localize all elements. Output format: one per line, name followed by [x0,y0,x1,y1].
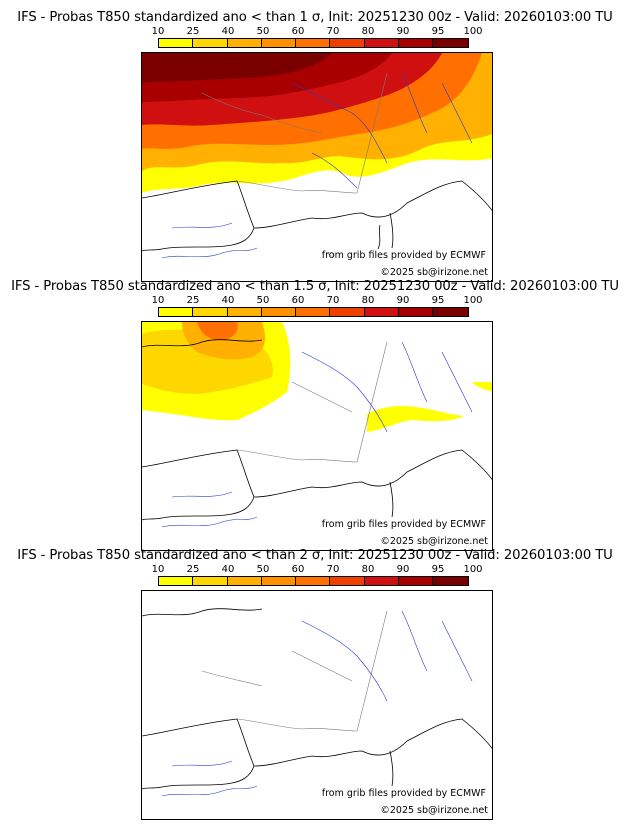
map-panel-3: IFS - Probas T850 standardized ano < tha… [0,548,630,820]
colorbar-swatch [261,577,297,585]
probability-shading [142,322,492,432]
copyright-text: ©2025 sb@irizone.net [380,805,488,816]
colorbar-tick: 90 [396,295,410,306]
source-credit: from grib files provided by ECMWF [321,519,486,530]
borders [201,610,388,732]
panel-title: IFS - Probas T850 standardized ano < tha… [17,548,613,563]
colorbar-tick: 60 [291,295,305,306]
colorbar-tick: 100 [463,295,483,306]
colorbar-swatch [399,39,434,47]
colorbar-labels: 10 25 40 50 60 70 80 90 95 100 [152,564,483,576]
colorbar-tick: 100 [463,564,483,575]
colorbar-swatch [193,577,228,585]
colorbar-swatch [296,308,331,316]
colorbar-swatch [399,308,434,316]
rivers [161,610,473,797]
colorbar-swatch [296,39,331,47]
colorbar-tick: 70 [326,295,340,306]
colorbar-swatch [193,308,228,316]
colorbar-swatch [227,39,262,47]
colorbar-swatch [330,577,365,585]
colorbar-tick: 90 [396,26,410,37]
map-canvas [142,322,492,528]
colorbar-swatch [433,39,468,47]
coastlines [142,339,492,521]
colorbar-swatch [399,577,434,585]
colorbar-tick: 60 [291,26,305,37]
colorbar-tick: 50 [256,564,270,575]
probability-map: from grib files provided by ECMWF ©2025 … [141,321,493,551]
colorbar-tick: 90 [396,564,410,575]
colorbar-swatch [364,308,400,316]
colorbar-tick: 80 [361,26,375,37]
colorbar [158,38,469,48]
map-canvas [142,608,492,797]
colorbar-labels: 10 25 40 50 60 70 80 90 95 100 [152,295,483,307]
colorbar-tick: 25 [186,295,200,306]
colorbar-tick: 80 [361,564,375,575]
colorbar [158,576,469,586]
colorbar-swatch [159,308,194,316]
colorbar-tick: 80 [361,295,375,306]
colorbar-tick: 95 [431,26,445,37]
copyright-text: ©2025 sb@irizone.net [380,536,488,547]
colorbar [158,307,469,317]
colorbar-tick: 40 [221,295,235,306]
rivers [161,341,473,528]
colorbar-swatch [227,577,262,585]
probability-map: from grib files provided by ECMWF ©2025 … [141,52,493,282]
colorbar-tick: 40 [221,564,235,575]
coastlines [142,608,492,790]
source-credit: from grib files provided by ECMWF [321,250,486,261]
colorbar-tick: 40 [221,26,235,37]
colorbar-tick: 60 [291,564,305,575]
colorbar-tick: 10 [151,26,165,37]
colorbar-tick: 10 [151,564,165,575]
colorbar-tick: 50 [256,295,270,306]
coastlines [142,180,492,258]
map-panel-2: IFS - Probas T850 standardized ano < tha… [0,279,630,551]
borders [201,72,388,194]
colorbar-tick: 70 [326,26,340,37]
colorbar-tick: 25 [186,564,200,575]
map-canvas [142,53,492,259]
colorbar-tick: 70 [326,564,340,575]
colorbar-tick: 95 [431,564,445,575]
colorbar-tick: 95 [431,295,445,306]
rivers [161,72,473,259]
colorbar-swatch [330,308,365,316]
borders [236,341,388,463]
colorbar-swatch [261,39,297,47]
colorbar-swatch [193,39,228,47]
panel-title: IFS - Probas T850 standardized ano < tha… [17,10,613,25]
map-panel-1: IFS - Probas T850 standardized ano < tha… [0,10,630,282]
colorbar-swatch [330,39,365,47]
colorbar-swatch [433,577,468,585]
colorbar-swatch [159,577,194,585]
colorbar-swatch [364,39,400,47]
copyright-text: ©2025 sb@irizone.net [380,267,488,278]
colorbar-swatch [296,577,331,585]
colorbar-tick: 50 [256,26,270,37]
probability-map: from grib files provided by ECMWF ©2025 … [141,590,493,820]
colorbar-tick: 25 [186,26,200,37]
colorbar-swatch [433,308,468,316]
source-credit: from grib files provided by ECMWF [321,788,486,799]
probability-shading [142,53,492,193]
colorbar-labels: 10 25 40 50 60 70 80 90 95 100 [152,26,483,38]
colorbar-tick: 100 [463,26,483,37]
colorbar-swatch [159,39,194,47]
colorbar-swatch [261,308,297,316]
panel-title: IFS - Probas T850 standardized ano < tha… [11,279,619,294]
colorbar-swatch [227,308,262,316]
colorbar-swatch [364,577,400,585]
colorbar-tick: 10 [151,295,165,306]
